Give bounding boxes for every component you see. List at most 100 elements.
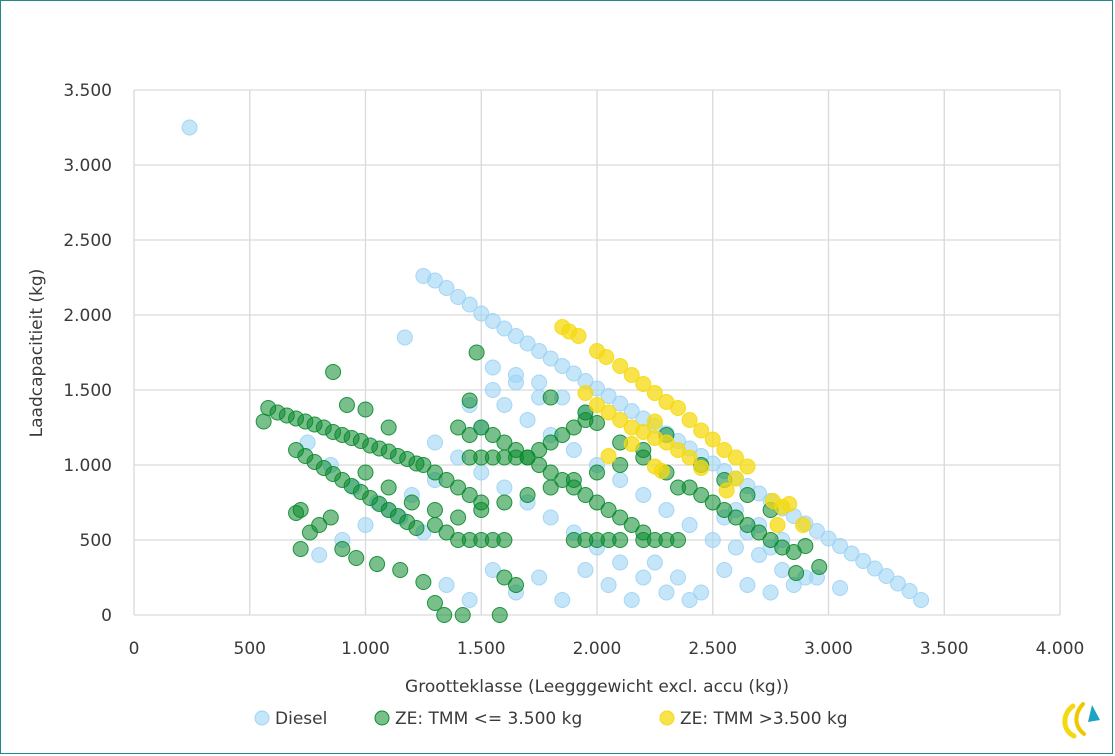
point-ze-heavy (727, 449, 744, 466)
point-ze-heavy (718, 482, 735, 499)
legend-marker-ze-light (374, 710, 390, 726)
point-diesel (739, 577, 756, 593)
point-ze-heavy (693, 422, 710, 439)
y-tick-label: 500 (80, 531, 112, 551)
data-points (181, 119, 930, 623)
point-ze-light (322, 509, 339, 526)
point-ze-light (565, 472, 582, 488)
point-ze-light (357, 464, 374, 481)
x-tick-label: 4.000 (1036, 639, 1085, 659)
x-tick-label: 500 (234, 639, 266, 659)
y-tick-label: 0 (101, 606, 112, 626)
x-axis-title: Grootteklasse (Leegggewicht excl. accu (… (405, 677, 789, 697)
point-diesel (357, 517, 374, 533)
point-ze-light (403, 494, 420, 511)
point-ze-light (589, 464, 605, 481)
y-tick-label: 2.500 (63, 231, 112, 251)
point-ze-light (461, 427, 478, 443)
point-diesel (565, 442, 582, 458)
point-ze-heavy (670, 400, 687, 416)
point-ze-light (751, 524, 768, 541)
point-ze-light (670, 479, 687, 496)
point-diesel (507, 328, 524, 344)
point-ze-light (589, 415, 605, 431)
point-diesel (484, 562, 501, 578)
point-ze-light (623, 517, 640, 533)
point-ze-light (600, 502, 617, 518)
point-diesel (496, 479, 513, 496)
point-ze-light (357, 401, 374, 418)
point-diesel (727, 539, 744, 556)
point-diesel (181, 119, 198, 136)
point-ze-light (436, 607, 453, 623)
point-ze-light (670, 532, 687, 548)
point-ze-light (426, 595, 443, 611)
point-ze-light (438, 472, 455, 488)
point-ze-light (450, 509, 467, 526)
legend: Diesel ZE: TMM <= 3.500 kg ZE: TMM >3.50… (254, 709, 848, 729)
point-ze-heavy (653, 463, 670, 479)
point-ze-light (408, 520, 425, 536)
point-diesel (519, 335, 536, 352)
point-diesel (670, 569, 687, 586)
point-ze-light (531, 442, 548, 458)
point-ze-light (426, 464, 443, 481)
point-diesel (396, 329, 413, 346)
point-ze-light (762, 532, 779, 548)
point-ze-heavy (589, 397, 605, 413)
x-tick-label: 2.500 (688, 639, 737, 659)
y-tick-label: 1.000 (63, 456, 112, 476)
point-diesel (531, 569, 548, 586)
point-ze-light (797, 538, 814, 554)
point-ze-light (491, 607, 508, 623)
point-diesel (554, 592, 571, 608)
point-ze-light (484, 427, 501, 443)
point-ze-heavy (623, 436, 640, 452)
legend-label-diesel: Diesel (275, 709, 327, 729)
point-ze-light (450, 479, 467, 496)
point-ze-light (565, 419, 582, 436)
point-ze-light (727, 509, 744, 526)
legend-label-ze-light: ZE: TMM <= 3.500 kg (395, 709, 582, 729)
y-tick-label: 3.500 (63, 81, 112, 101)
point-ze-light (716, 502, 733, 518)
point-ze-light (811, 559, 828, 575)
point-diesel (658, 584, 675, 601)
point-ze-light (255, 413, 272, 430)
y-tick-label: 1.500 (63, 381, 112, 401)
point-ze-heavy (623, 367, 640, 383)
point-ze-light (325, 364, 342, 380)
point-diesel (426, 434, 443, 451)
point-diesel (426, 272, 443, 289)
point-ze-light (589, 494, 605, 511)
x-tick-label: 3.500 (920, 639, 969, 659)
point-diesel (832, 538, 849, 554)
point-diesel (635, 487, 652, 503)
point-diesel (484, 313, 501, 329)
point-ze-light (461, 392, 478, 409)
point-diesel (531, 374, 548, 391)
point-ze-light (426, 502, 443, 518)
point-diesel (751, 547, 768, 563)
point-diesel (519, 412, 536, 428)
point-ze-light (348, 550, 365, 566)
point-ze-light (693, 487, 710, 503)
point-ze-light (507, 577, 524, 593)
logo (1062, 702, 1100, 739)
point-ze-heavy (693, 460, 710, 476)
point-ze-light (542, 434, 559, 451)
point-ze-light (519, 487, 536, 503)
point-diesel (311, 547, 328, 563)
point-ze-light (311, 517, 328, 533)
point-diesel (878, 568, 895, 584)
point-diesel (623, 592, 640, 608)
point-ze-light (554, 427, 571, 443)
point-ze-heavy (795, 517, 812, 533)
point-ze-light (369, 556, 386, 572)
legend-label-ze-heavy: ZE: TMM >3.500 kg (680, 709, 848, 729)
point-ze-light (496, 569, 513, 586)
point-diesel (612, 472, 629, 488)
point-ze-light (542, 479, 559, 496)
point-diesel (889, 575, 906, 592)
